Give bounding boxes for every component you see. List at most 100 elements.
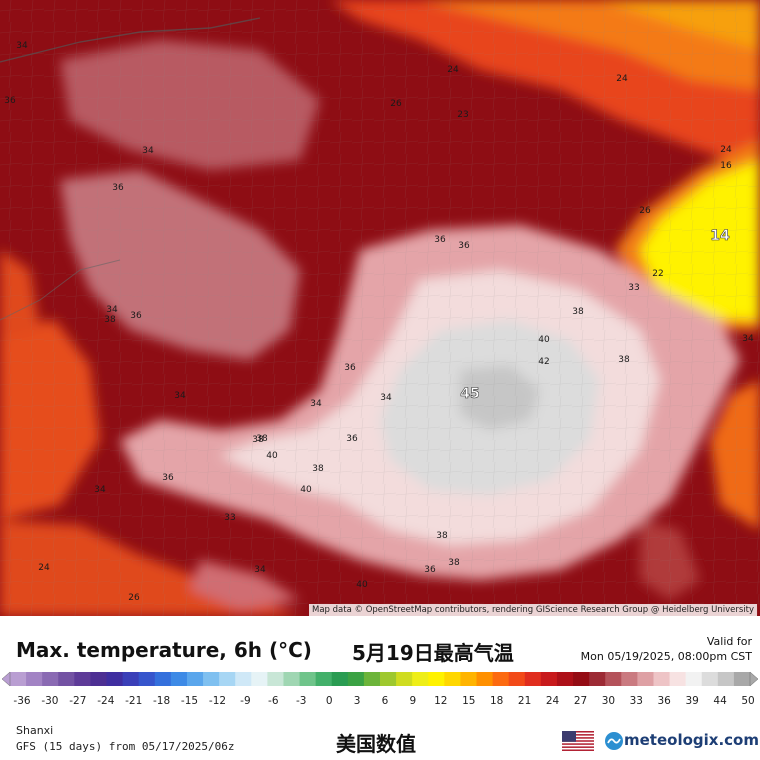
scale-swatch — [396, 672, 413, 686]
contour-label: 36 — [4, 96, 16, 106]
contour-label: 34 — [380, 393, 392, 403]
contour-label: 34 — [16, 41, 28, 51]
scale-left-arrow — [1, 671, 11, 687]
scale-swatch — [621, 672, 638, 686]
contour-label: 38 — [252, 435, 264, 445]
scale-swatch — [219, 672, 236, 686]
scale-tick-label: -6 — [268, 695, 279, 707]
contour-label: 40 — [266, 451, 278, 461]
scale-tick-label: 24 — [546, 695, 560, 707]
scale-swatch — [283, 672, 301, 686]
scale-swatch — [589, 672, 606, 686]
contour-label: 36 — [458, 241, 470, 251]
scale-tick-label: -18 — [153, 695, 170, 707]
province-border — [0, 259, 121, 321]
scale-swatch — [573, 672, 590, 686]
scale-swatch — [653, 672, 671, 686]
contour-label: 38 — [104, 315, 116, 325]
model-run: GFS (15 days) from 05/17/2025/06z — [16, 740, 235, 753]
scale-swatch — [42, 672, 59, 686]
scale-swatch — [444, 672, 462, 686]
scale-swatch — [106, 672, 124, 686]
temperature-map[interactable]: 34 36 34 36 34 34 34 36 24 26 24 23 24 16 26 36 36 14 22 33… — [0, 0, 760, 616]
scale-swatch — [154, 672, 172, 686]
scale-swatch — [251, 672, 268, 686]
scale-tick-label: -21 — [125, 695, 142, 707]
contour-label: 24 — [447, 65, 459, 75]
scale-tick-label: 6 — [382, 695, 389, 707]
boundary-grid — [0, 0, 760, 616]
scale-tick-label: -24 — [97, 695, 114, 707]
scale-tick-label: 27 — [574, 695, 587, 707]
contour-label: 14 — [710, 228, 730, 244]
contour-label: 34 — [94, 485, 106, 495]
scale-swatch — [315, 672, 333, 686]
contour-label: 38 — [448, 558, 460, 568]
scale-tick-label: 18 — [490, 695, 503, 707]
scale-tick-label: 3 — [354, 695, 361, 707]
scale-swatch — [492, 672, 510, 686]
contour-label: 34 — [742, 334, 754, 344]
contour-label: 33 — [224, 513, 235, 523]
contour-label: 23 — [457, 110, 468, 120]
contour-label: 33 — [628, 283, 639, 293]
scale-swatch — [733, 672, 751, 686]
contour-label: 36 — [130, 311, 142, 321]
contour-label: 24 — [616, 74, 628, 84]
contour-label: 16 — [720, 161, 732, 171]
scale-tick-label: 50 — [741, 695, 754, 707]
scale-tick-label: 12 — [434, 695, 447, 707]
meteologix-logo-icon[interactable] — [604, 731, 624, 751]
scale-tick-label: -15 — [181, 695, 198, 707]
region-name: Shanxi — [16, 724, 54, 737]
contour-label: 36 — [112, 183, 124, 193]
contour-label: 36 — [424, 565, 436, 575]
contour-label: 26 — [390, 99, 402, 109]
valid-label: Valid for — [706, 635, 752, 648]
scale-tick-label: -27 — [69, 695, 86, 707]
scale-swatch — [717, 672, 735, 686]
brand-name[interactable]: meteologix.com — [624, 731, 759, 749]
scale-swatch — [605, 672, 622, 686]
scale-swatch — [363, 672, 381, 686]
scale-swatch — [74, 672, 92, 686]
scale-tick-label: 9 — [410, 695, 417, 707]
scale-swatch — [540, 672, 558, 686]
scale-swatch — [476, 672, 494, 686]
scale-tick-label: 30 — [602, 695, 615, 707]
footer-chinese-label: 美国数值 — [336, 732, 416, 756]
scale-swatch — [412, 672, 429, 686]
chart-title: Max. temperature, 6h (°C) — [16, 638, 312, 662]
scale-tick-labels: -36 -30 -27 -24 -21 -18 -15 -12 -9 -6 -3 0 3 6 9 12 15 18… — [13, 695, 754, 707]
contour-label: 38 — [436, 531, 448, 541]
scale-swatch — [186, 672, 204, 686]
scale-swatch — [10, 672, 27, 686]
scale-tick-label: -3 — [296, 695, 306, 707]
scale-tick-label: 39 — [686, 695, 699, 707]
contour-label: 34 — [142, 146, 154, 156]
scale-right-arrow — [749, 671, 759, 687]
scale-swatch — [460, 672, 478, 686]
scale-swatch — [267, 672, 285, 686]
contour-label: 36 — [346, 434, 358, 444]
contour-label: 38 — [312, 464, 324, 474]
color-scale-legend: -36 -30 -27 -24 -21 -18 -15 -12 -9 -6 -3 0 3 6 9 12 15 18… — [1, 671, 759, 707]
scale-swatch — [508, 672, 526, 686]
scale-swatch — [637, 672, 655, 686]
map-attribution[interactable]: Map data © OpenStreetMap contributors, r… — [309, 604, 757, 616]
scale-swatch — [26, 672, 43, 686]
contour-label: 36 — [162, 473, 174, 483]
contour-label: 40 — [538, 335, 550, 345]
contour-label: 38 — [618, 355, 630, 365]
scale-swatch — [90, 672, 108, 686]
scale-tick-label: -30 — [41, 695, 58, 707]
contour-label: 24 — [38, 563, 50, 573]
contour-label: 40 — [356, 580, 368, 590]
scale-tick-label: -9 — [240, 695, 250, 707]
country-border — [0, 17, 261, 63]
valid-time: Mon 05/19/2025, 08:00pm CST — [580, 650, 752, 663]
contour-labels: 34 36 34 36 34 34 34 36 24 26 24 23 24 16 26 36 36 14 22 33… — [4, 41, 754, 603]
scale-tick-label: 44 — [713, 695, 727, 707]
scale-swatch — [138, 672, 156, 686]
contour-label: 42 — [538, 357, 549, 367]
